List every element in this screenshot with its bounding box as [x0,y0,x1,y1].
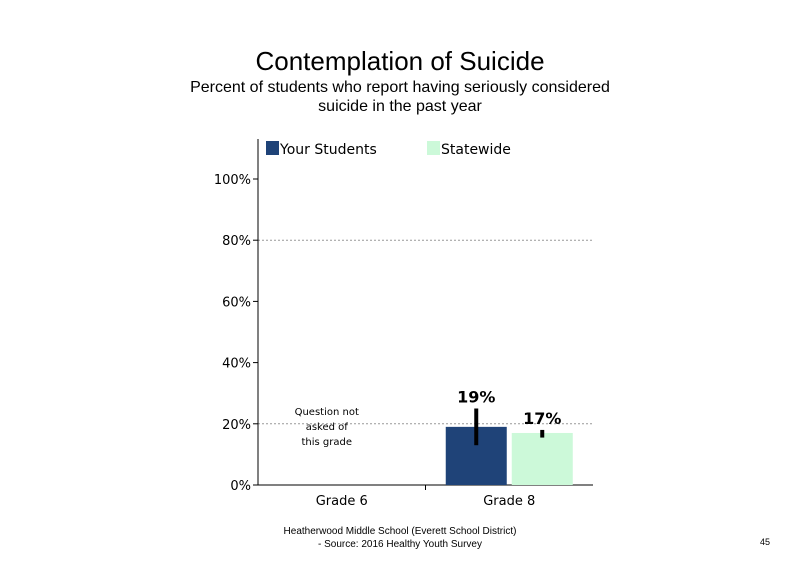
page-number: 45 [760,537,771,547]
annotation-text: Question not [295,407,359,418]
y-tick-label: 0% [230,479,251,494]
y-tick-label: 20% [222,418,251,433]
footer-school: Heatherwood Middle School (Everett Schoo… [283,526,517,537]
legend-label: Statewide [441,142,511,158]
y-tick-label: 60% [222,295,251,310]
x-tick-label: Grade 6 [316,494,368,509]
y-tick-label: 80% [222,234,251,249]
data-label: 17% [523,409,561,428]
data-label: 19% [457,388,495,407]
chart-title: Contemplation of Suicide [255,46,545,76]
bar [511,432,573,485]
annotation-text: this grade [301,437,352,448]
legend-swatch [266,141,279,155]
legend-label: Your Students [279,142,377,158]
y-tick-label: 40% [222,357,251,372]
chart-subtitle: Percent of students who report having se… [190,79,610,115]
annotation-text: asked of [306,422,349,433]
footer-source: - Source: 2016 Healthy Youth Survey [318,539,482,550]
footer: Heatherwood Middle School (Everett Schoo… [240,525,560,551]
legend-swatch [427,141,440,155]
y-tick-label: 100% [214,173,251,188]
x-tick-label: Grade 8 [483,494,535,509]
